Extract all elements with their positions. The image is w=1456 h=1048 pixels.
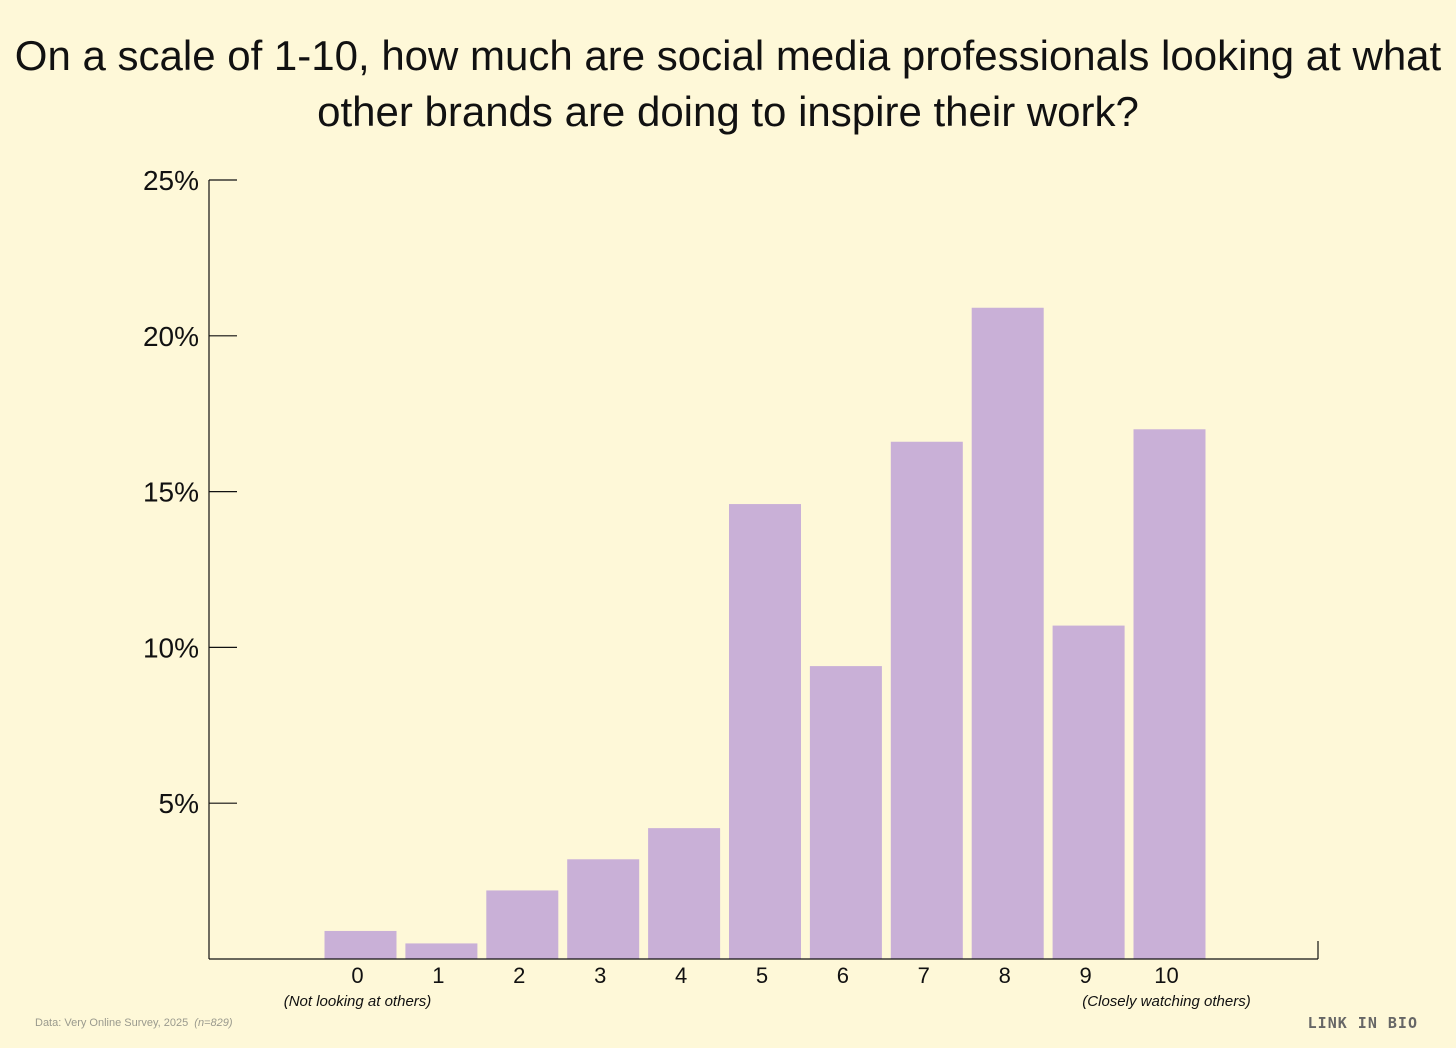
x-tick-label: 3 bbox=[594, 963, 606, 988]
bar-0 bbox=[324, 930, 397, 959]
y-tick-label: 20% bbox=[143, 321, 199, 352]
bars bbox=[324, 307, 1206, 960]
y-tick-label: 10% bbox=[143, 632, 199, 663]
bar-6 bbox=[809, 666, 882, 959]
high-end-label: (Closely watching others) bbox=[1082, 993, 1250, 1010]
x-tick-label: 4 bbox=[675, 963, 687, 988]
chart-title: On a scale of 1-10, how much are social … bbox=[14, 32, 1442, 135]
x-tick-label: 10 bbox=[1154, 963, 1178, 988]
y-tick-label: 25% bbox=[143, 165, 199, 196]
y-tick-label: 15% bbox=[143, 477, 199, 508]
bar-3 bbox=[567, 859, 640, 959]
brand-logo: LINK IN BIO bbox=[1307, 1014, 1418, 1032]
bar-7 bbox=[890, 441, 963, 959]
x-tick-label: 1 bbox=[432, 963, 444, 988]
sample-size: (n=829) bbox=[194, 1017, 233, 1029]
source-note: Data: Very Online Survey, 2025 (n=829) bbox=[35, 1017, 233, 1029]
bar-4 bbox=[648, 828, 721, 959]
x-tick-label: 6 bbox=[837, 963, 849, 988]
bar-5 bbox=[729, 504, 801, 959]
x-tick-label: 2 bbox=[513, 963, 525, 988]
bar-10 bbox=[1133, 429, 1206, 959]
x-tick-label: 7 bbox=[918, 963, 930, 988]
bar-1 bbox=[405, 943, 478, 959]
bar-2 bbox=[486, 890, 559, 959]
source-text: Data: Very Online Survey, 2025 bbox=[35, 1017, 189, 1029]
y-tick-label: 5% bbox=[159, 788, 199, 819]
x-tick-label: 9 bbox=[1079, 963, 1091, 988]
x-tick-label: 5 bbox=[756, 963, 768, 988]
low-end-label: (Not looking at others) bbox=[284, 993, 432, 1010]
y-axis: 5% 10% 15% 20% 25% bbox=[143, 165, 237, 959]
bar-8 bbox=[971, 307, 1044, 960]
x-tick-label: 0 bbox=[351, 963, 363, 988]
bar-9 bbox=[1052, 625, 1125, 959]
x-axis: 0 1 2 3 4 5 6 7 8 9 10 (Not looking at others) (Clos… bbox=[209, 941, 1319, 1010]
x-tick-label: 8 bbox=[999, 963, 1011, 988]
